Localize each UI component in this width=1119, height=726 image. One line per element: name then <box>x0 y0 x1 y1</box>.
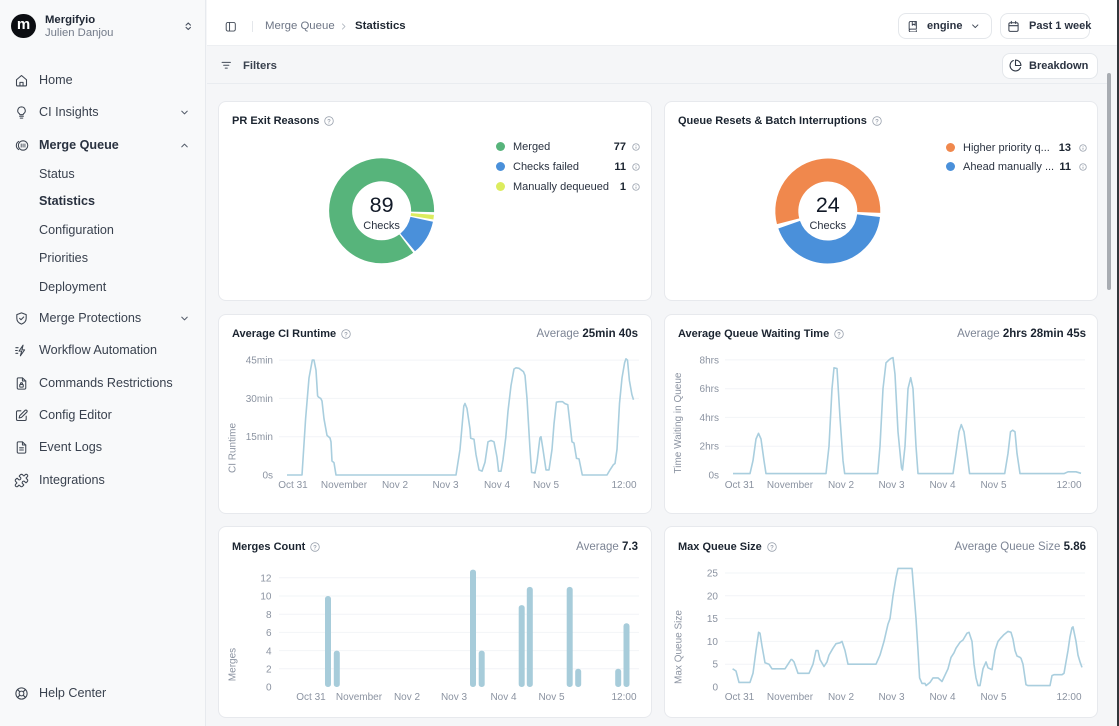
svg-text:?: ? <box>875 119 879 125</box>
svg-text:?: ? <box>328 119 332 125</box>
svg-text:?: ? <box>314 545 318 551</box>
svg-text:?: ? <box>344 332 348 338</box>
svg-text:?: ? <box>770 545 774 551</box>
svg-text:?: ? <box>837 332 841 338</box>
